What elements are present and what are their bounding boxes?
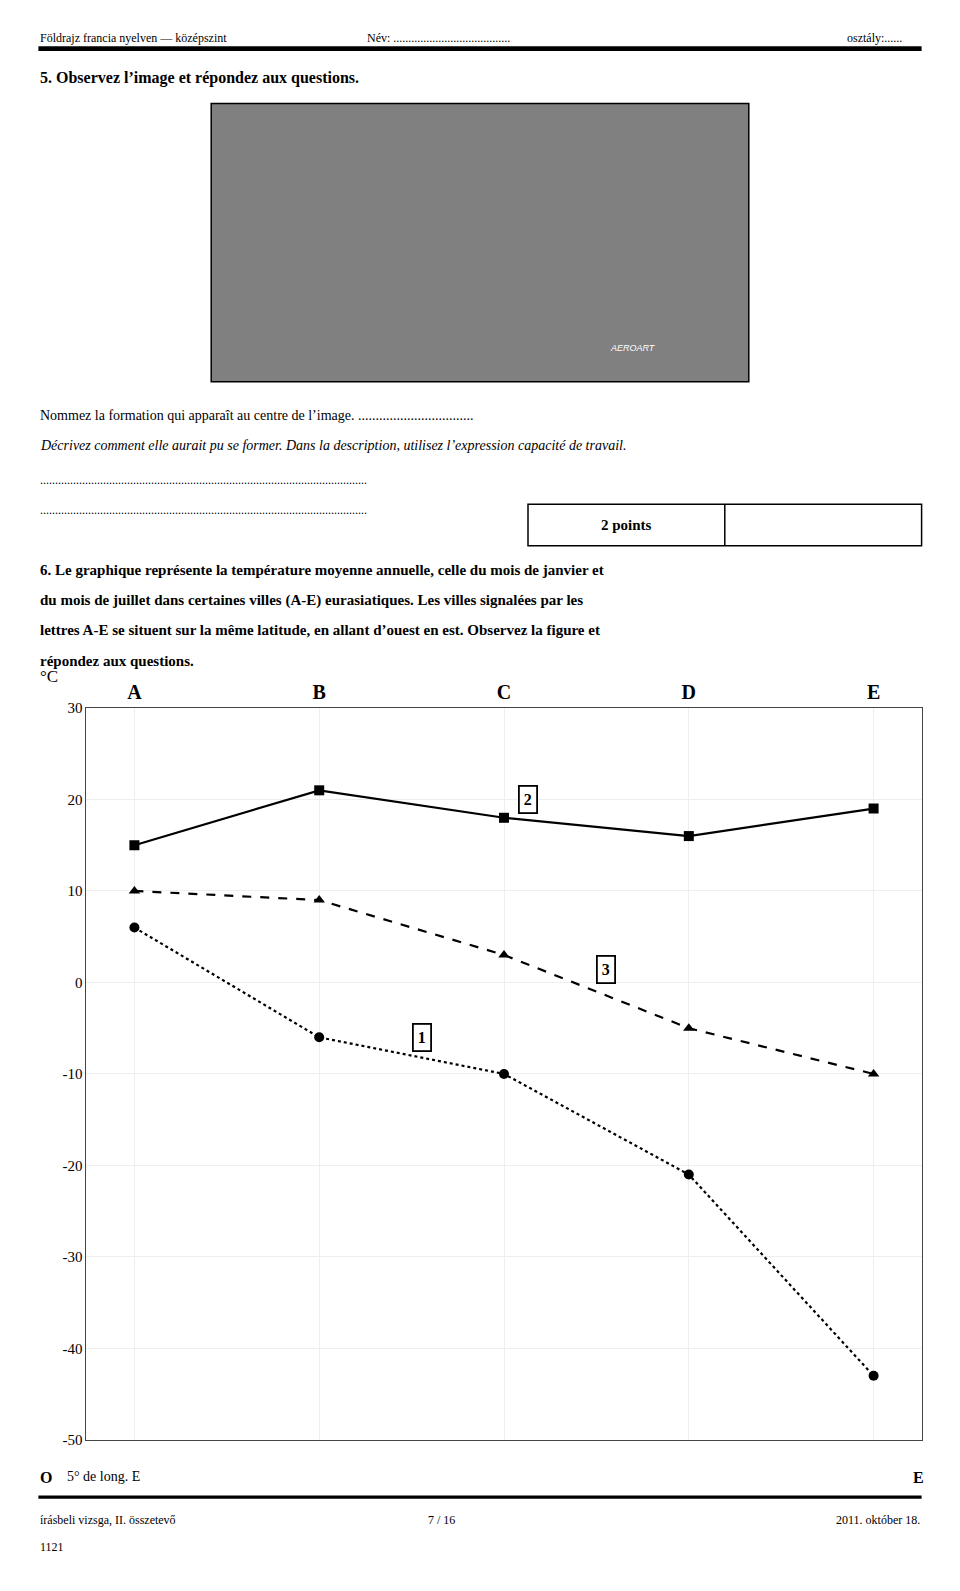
svg-text:-10: -10 [62, 1066, 82, 1082]
svg-text:°C: °C [40, 667, 58, 686]
svg-text:lettres A-E se situent sur la: lettres A-E se situent sur la même latit… [40, 622, 600, 638]
svg-text:D: D [682, 681, 696, 703]
svg-text:Földrajz francia nyelven — köz: Földrajz francia nyelven — középszint [40, 31, 227, 45]
svg-text:10: 10 [67, 883, 82, 899]
svg-text:3: 3 [602, 961, 610, 978]
svg-text:5. Observez l’image et réponde: 5. Observez l’image et répondez aux ques… [40, 69, 359, 87]
svg-text:6. Le graphique représente la: 6. Le graphique représente la températur… [40, 562, 604, 578]
svg-text:-40: -40 [62, 1341, 82, 1357]
svg-text:2 points: 2 points [601, 517, 652, 533]
svg-text:..............................: ........................................… [40, 503, 367, 517]
svg-text:répondez aux questions.: répondez aux questions. [40, 653, 194, 669]
svg-text:Nommez la formation qui appara: Nommez la formation qui apparaît au cent… [40, 408, 473, 423]
svg-text:C: C [497, 681, 511, 703]
svg-text:7 / 16: 7 / 16 [428, 1513, 455, 1527]
svg-text:írásbeli vizsga, II. összetevő: írásbeli vizsga, II. összetevő [40, 1513, 176, 1527]
svg-text:-50: -50 [62, 1432, 82, 1448]
svg-text:30: 30 [67, 700, 82, 716]
svg-text:A: A [127, 681, 142, 703]
svg-text:1121: 1121 [40, 1540, 64, 1554]
svg-text:du mois de juillet dans certai: du mois de juillet dans certaines villes… [40, 592, 583, 609]
svg-text:O: O [40, 1469, 52, 1486]
svg-text:-20: -20 [62, 1158, 82, 1174]
svg-text:E: E [913, 1469, 924, 1486]
svg-text:2011. október 18.: 2011. október 18. [836, 1513, 920, 1527]
svg-text:2: 2 [524, 791, 532, 808]
svg-text:0: 0 [75, 975, 83, 991]
svg-text:Név: .........................: Név: ...................................… [367, 31, 510, 45]
svg-text:..............................: ........................................… [40, 473, 367, 487]
svg-text:Décrivez comment elle aurait p: Décrivez comment elle aurait pu se forme… [40, 438, 626, 453]
svg-text:osztály:......: osztály:...... [847, 31, 902, 45]
svg-text:B: B [313, 681, 326, 703]
svg-text:5° de long. E: 5° de long. E [67, 1469, 140, 1484]
svg-text:AEROART: AEROART [610, 343, 656, 353]
svg-text:E: E [867, 681, 880, 703]
svg-text:1: 1 [418, 1029, 426, 1046]
svg-text:-30: -30 [62, 1249, 82, 1265]
svg-text:20: 20 [67, 792, 82, 808]
